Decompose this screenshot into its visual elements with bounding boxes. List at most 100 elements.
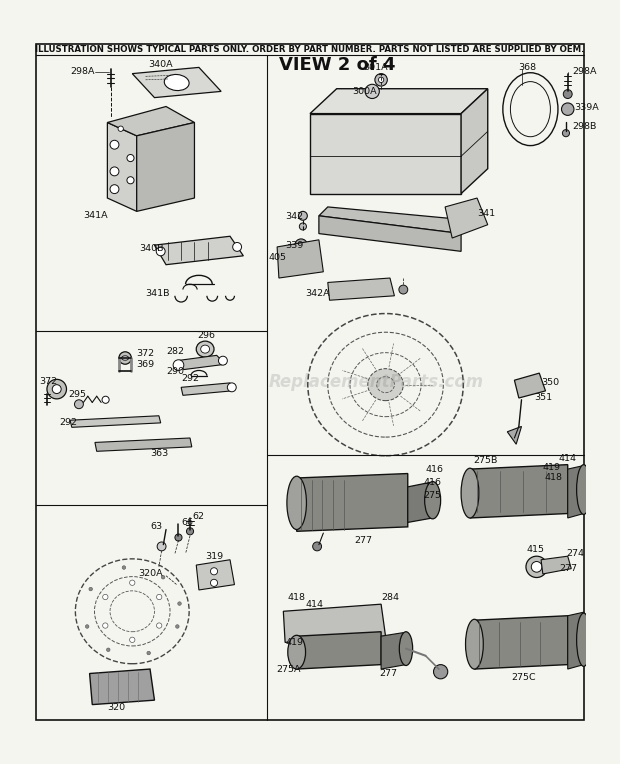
Text: 284: 284 <box>381 594 399 603</box>
Polygon shape <box>568 612 583 669</box>
Text: 298A: 298A <box>70 67 94 76</box>
Circle shape <box>232 242 242 251</box>
Text: 290: 290 <box>166 367 184 376</box>
Polygon shape <box>95 438 192 452</box>
Text: 416: 416 <box>423 478 441 487</box>
Circle shape <box>399 285 408 294</box>
Text: ILLUSTRATION SHOWS TYPICAL PARTS ONLY. ORDER BY PART NUMBER. PARTS NOT LISTED AR: ILLUSTRATION SHOWS TYPICAL PARTS ONLY. O… <box>35 45 585 54</box>
Circle shape <box>562 130 570 137</box>
Text: 292: 292 <box>60 419 78 427</box>
Circle shape <box>130 637 135 643</box>
Circle shape <box>299 223 306 230</box>
Text: 339A: 339A <box>574 103 599 112</box>
Circle shape <box>312 542 322 551</box>
Circle shape <box>173 360 184 371</box>
Circle shape <box>74 400 83 409</box>
Text: 66: 66 <box>181 518 193 527</box>
Ellipse shape <box>52 384 61 393</box>
Circle shape <box>156 247 165 256</box>
Circle shape <box>89 588 92 591</box>
Text: 320A: 320A <box>138 569 162 578</box>
Polygon shape <box>381 633 406 669</box>
Circle shape <box>110 141 119 149</box>
Text: 298B: 298B <box>572 122 596 131</box>
Ellipse shape <box>197 341 214 357</box>
Circle shape <box>103 594 108 600</box>
Text: 414: 414 <box>559 454 577 463</box>
Ellipse shape <box>287 476 306 529</box>
Circle shape <box>161 575 165 579</box>
Text: 414: 414 <box>306 600 324 609</box>
Text: 275C: 275C <box>511 673 536 682</box>
Ellipse shape <box>577 465 591 514</box>
Text: 292: 292 <box>181 374 199 383</box>
Text: 277: 277 <box>379 669 397 678</box>
Circle shape <box>365 84 379 99</box>
Text: 351: 351 <box>534 393 552 403</box>
Ellipse shape <box>201 345 210 353</box>
Circle shape <box>127 154 134 162</box>
Polygon shape <box>132 67 221 98</box>
Circle shape <box>156 623 162 628</box>
Text: 363: 363 <box>150 448 168 458</box>
Circle shape <box>175 625 179 628</box>
Ellipse shape <box>288 636 306 669</box>
Circle shape <box>156 594 162 600</box>
Polygon shape <box>515 373 546 398</box>
Ellipse shape <box>399 632 413 665</box>
Circle shape <box>127 176 134 184</box>
Text: 372: 372 <box>39 377 57 386</box>
Circle shape <box>562 103 574 115</box>
Text: 368: 368 <box>518 63 536 72</box>
Ellipse shape <box>295 239 308 251</box>
Ellipse shape <box>466 620 484 669</box>
Circle shape <box>122 566 126 569</box>
Circle shape <box>147 651 151 655</box>
Text: 295: 295 <box>68 390 86 399</box>
Text: VIEW 2 of 4: VIEW 2 of 4 <box>279 56 396 74</box>
Polygon shape <box>177 355 226 370</box>
Ellipse shape <box>368 369 404 400</box>
Text: 342: 342 <box>285 212 303 222</box>
Text: 275: 275 <box>423 491 442 500</box>
Text: 369: 369 <box>136 360 155 369</box>
Circle shape <box>187 528 193 535</box>
Polygon shape <box>310 114 461 193</box>
Polygon shape <box>568 465 583 518</box>
Circle shape <box>228 383 236 392</box>
Polygon shape <box>310 89 488 114</box>
Ellipse shape <box>531 562 542 572</box>
Circle shape <box>86 625 89 628</box>
Polygon shape <box>136 122 195 212</box>
Polygon shape <box>296 474 408 531</box>
Text: 342A: 342A <box>306 289 330 298</box>
Circle shape <box>433 665 448 679</box>
Text: 405: 405 <box>268 253 286 262</box>
Circle shape <box>375 73 388 86</box>
Ellipse shape <box>526 556 547 578</box>
Circle shape <box>210 568 218 575</box>
Circle shape <box>103 623 108 628</box>
Polygon shape <box>107 122 136 212</box>
Polygon shape <box>197 560 234 590</box>
Text: 63: 63 <box>150 523 162 531</box>
Polygon shape <box>107 106 195 136</box>
Text: 298A: 298A <box>572 67 596 76</box>
Text: 277: 277 <box>559 564 577 573</box>
Polygon shape <box>461 89 488 193</box>
Ellipse shape <box>164 74 189 91</box>
Text: 419: 419 <box>285 638 303 647</box>
Polygon shape <box>296 632 381 669</box>
Circle shape <box>178 602 181 605</box>
Text: 340B: 340B <box>140 244 164 253</box>
Text: 419: 419 <box>543 463 561 472</box>
Text: 277: 277 <box>354 536 373 545</box>
Text: 301A: 301A <box>363 63 388 72</box>
Text: 300A: 300A <box>353 87 378 96</box>
Polygon shape <box>181 383 232 395</box>
Ellipse shape <box>461 468 479 518</box>
Text: 341: 341 <box>477 209 495 218</box>
Circle shape <box>218 356 228 365</box>
Text: 350: 350 <box>541 377 559 387</box>
Text: 418: 418 <box>288 594 306 603</box>
